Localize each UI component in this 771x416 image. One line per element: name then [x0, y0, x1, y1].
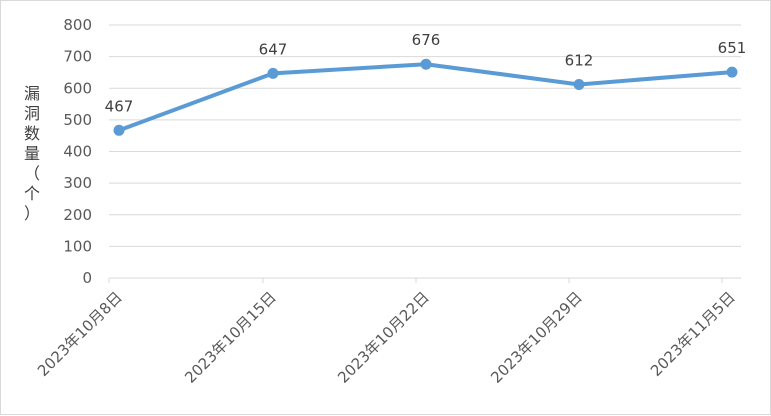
y-axis-label-char: 个	[24, 184, 40, 203]
series-line	[117, 62, 734, 133]
data-label: 647	[259, 40, 288, 58]
y-axis-label-char: （	[24, 164, 40, 183]
data-point	[113, 124, 125, 136]
x-axis	[108, 277, 741, 283]
y-tick-label: 700	[63, 48, 92, 66]
x-tick-label: 2023年10月22日	[334, 288, 433, 387]
data-labels: 467 647 676 612 651	[105, 31, 747, 115]
data-label: 612	[565, 51, 594, 69]
y-axis-label-char: 数	[24, 124, 40, 143]
y-axis-label-char: ）	[24, 204, 40, 223]
data-point	[420, 58, 432, 70]
data-label: 676	[412, 31, 441, 49]
y-tick-label: 200	[63, 206, 92, 224]
y-axis-label-char: 漏	[24, 84, 40, 103]
x-axis-ticks: 2023年10月8日 2023年10月15日 2023年10月22日 2023年10月…	[34, 288, 739, 387]
y-tick-label: 300	[63, 174, 92, 192]
data-label: 467	[105, 97, 134, 115]
data-label: 651	[718, 39, 747, 57]
y-tick-label: 500	[63, 111, 92, 129]
data-point	[267, 67, 279, 79]
x-tick-label: 2023年10月8日	[34, 288, 126, 380]
x-tick-label: 2023年10月29日	[487, 288, 586, 387]
y-tick-label: 0	[82, 269, 92, 287]
y-axis-label-char: 洞	[24, 104, 40, 123]
y-tick-label: 600	[63, 79, 92, 97]
y-axis-label-char: 量	[24, 144, 40, 163]
data-point	[726, 66, 738, 78]
y-tick-label: 400	[63, 143, 92, 161]
y-tick-label: 800	[63, 16, 92, 34]
y-tick-label: 100	[63, 237, 92, 255]
series-line-group	[113, 58, 738, 136]
gridlines	[109, 24, 741, 247]
y-axis-ticks: 0 100 200 300 400 500 600 700 800	[63, 16, 92, 287]
x-tick-label: 2023年11月5日	[647, 288, 739, 380]
x-tick-label: 2023年10月15日	[181, 288, 280, 387]
data-point	[573, 78, 585, 90]
